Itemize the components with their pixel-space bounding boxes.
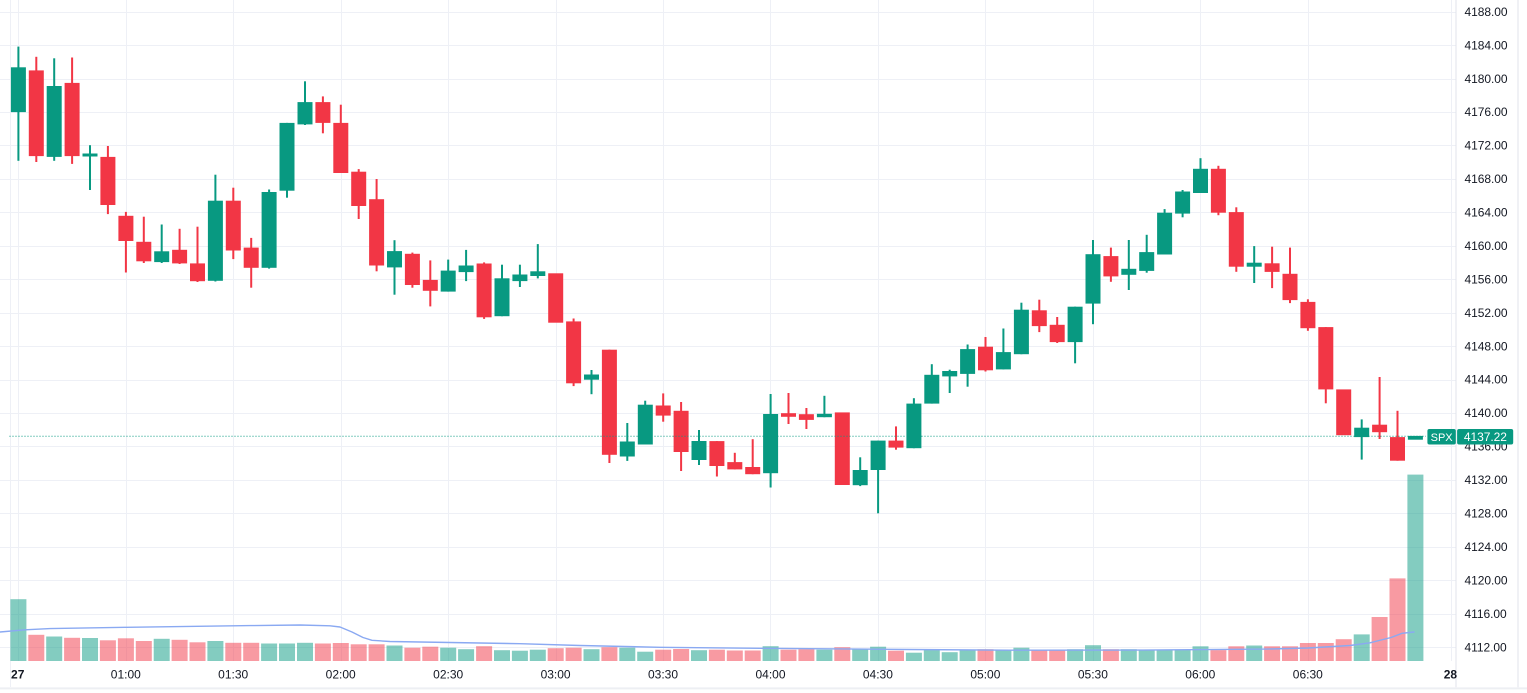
svg-text:02:00: 02:00 — [326, 668, 356, 682]
svg-text:06:00: 06:00 — [1185, 668, 1215, 682]
svg-text:4120.00: 4120.00 — [1465, 573, 1508, 587]
svg-text:4132.00: 4132.00 — [1465, 473, 1508, 487]
svg-text:4168.00: 4168.00 — [1465, 172, 1508, 186]
svg-text:SPX: SPX — [1431, 432, 1454, 444]
svg-text:4112.00: 4112.00 — [1465, 640, 1508, 654]
svg-text:4164.00: 4164.00 — [1465, 206, 1508, 220]
svg-text:06:30: 06:30 — [1293, 668, 1323, 682]
svg-text:28: 28 — [1444, 668, 1458, 682]
svg-text:4176.00: 4176.00 — [1465, 105, 1508, 119]
svg-text:4116.00: 4116.00 — [1465, 607, 1508, 621]
svg-text:4180.00: 4180.00 — [1465, 72, 1508, 86]
svg-text:04:00: 04:00 — [755, 668, 785, 682]
svg-text:4148.00: 4148.00 — [1465, 339, 1508, 353]
svg-text:02:30: 02:30 — [433, 668, 463, 682]
svg-text:05:00: 05:00 — [970, 668, 1000, 682]
svg-text:4184.00: 4184.00 — [1465, 38, 1508, 52]
svg-text:4144.00: 4144.00 — [1465, 373, 1508, 387]
svg-text:4128.00: 4128.00 — [1465, 507, 1508, 521]
svg-text:4172.00: 4172.00 — [1465, 139, 1508, 153]
svg-text:4188.00: 4188.00 — [1465, 5, 1508, 19]
svg-text:4140.00: 4140.00 — [1465, 406, 1508, 420]
svg-text:4124.00: 4124.00 — [1465, 540, 1508, 554]
svg-text:4160.00: 4160.00 — [1465, 239, 1508, 253]
svg-text:01:00: 01:00 — [111, 668, 141, 682]
svg-text:27: 27 — [11, 668, 25, 682]
svg-text:04:30: 04:30 — [863, 668, 893, 682]
svg-text:4137.22: 4137.22 — [1464, 430, 1507, 444]
svg-text:4152.00: 4152.00 — [1465, 306, 1508, 320]
svg-text:05:30: 05:30 — [1078, 668, 1108, 682]
svg-text:01:30: 01:30 — [218, 668, 248, 682]
svg-text:03:30: 03:30 — [648, 668, 678, 682]
svg-text:4156.00: 4156.00 — [1465, 272, 1508, 286]
svg-text:03:00: 03:00 — [541, 668, 571, 682]
